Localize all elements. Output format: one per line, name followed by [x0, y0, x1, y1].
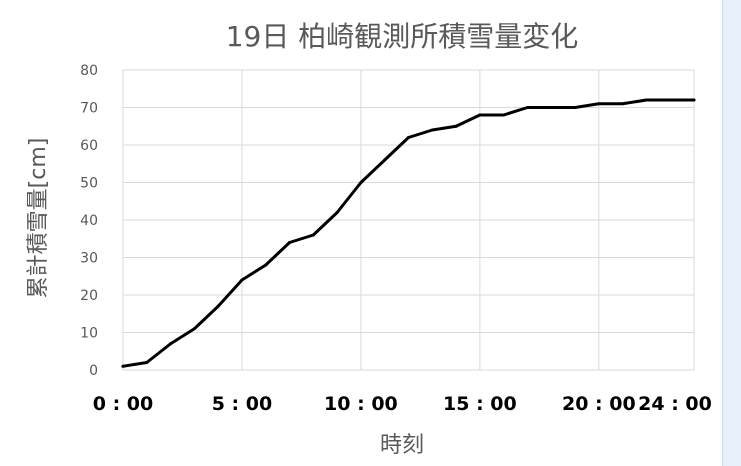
- x-tick-label: 5 : 00: [212, 393, 273, 415]
- data-point: [525, 106, 529, 109]
- y-tick-label: 60: [80, 138, 98, 154]
- y-tick-label: 50: [80, 176, 98, 192]
- y-tick-label: 30: [80, 251, 98, 267]
- x-tick-label: 0 : 00: [93, 393, 154, 415]
- data-point: [192, 327, 196, 331]
- series-line-group: [121, 98, 696, 368]
- data-point: [240, 278, 244, 282]
- data-point: [692, 98, 696, 102]
- y-tick-label: 20: [80, 288, 98, 304]
- x-tick-label: 10 : 00: [324, 393, 398, 415]
- data-point: [121, 364, 125, 368]
- data-point: [573, 106, 577, 109]
- data-point: [597, 102, 601, 106]
- data-point: [264, 263, 268, 267]
- data-point: [478, 113, 482, 117]
- data-point: [359, 181, 363, 184]
- data-point: [668, 98, 672, 102]
- data-point: [169, 342, 173, 346]
- data-point: [311, 233, 315, 237]
- y-tick-label: 10: [80, 326, 98, 342]
- y-tick-label: 40: [80, 213, 98, 229]
- y-tick-label: 80: [80, 63, 98, 79]
- data-point: [454, 124, 458, 128]
- data-point: [644, 98, 648, 102]
- data-point: [383, 158, 387, 162]
- x-tick-labels: 0 : 00 5 : 00 10 : 00 15 : 00 20 : 00 24 : 00: [93, 393, 712, 415]
- data-point: [549, 106, 553, 109]
- data-point: [502, 113, 506, 117]
- gridlines: [122, 69, 695, 371]
- y-tick-labels: 0 10 20 30 40 50 60 70 80: [80, 63, 98, 379]
- data-point: [430, 128, 434, 132]
- series-line: [121, 98, 696, 368]
- data-point: [335, 211, 339, 214]
- data-point: [216, 304, 220, 308]
- data-point: [145, 361, 149, 364]
- y-tick-label: 0: [89, 363, 98, 379]
- x-axis-label: 時刻: [380, 433, 424, 458]
- y-tick-label: 70: [80, 101, 98, 117]
- data-point: [621, 102, 625, 106]
- y-axis-label: 累計積雪量[cm]: [26, 138, 51, 299]
- side-panel-strip: [722, 0, 741, 466]
- x-tick-label: 15 : 00: [443, 393, 517, 415]
- x-tick-label: 24 : 00: [638, 393, 712, 415]
- data-point: [288, 241, 292, 244]
- x-tick-label: 20 : 00: [562, 393, 636, 415]
- chart-title: 19日 柏崎観測所積雪量変化: [226, 20, 579, 53]
- data-point: [407, 136, 410, 139]
